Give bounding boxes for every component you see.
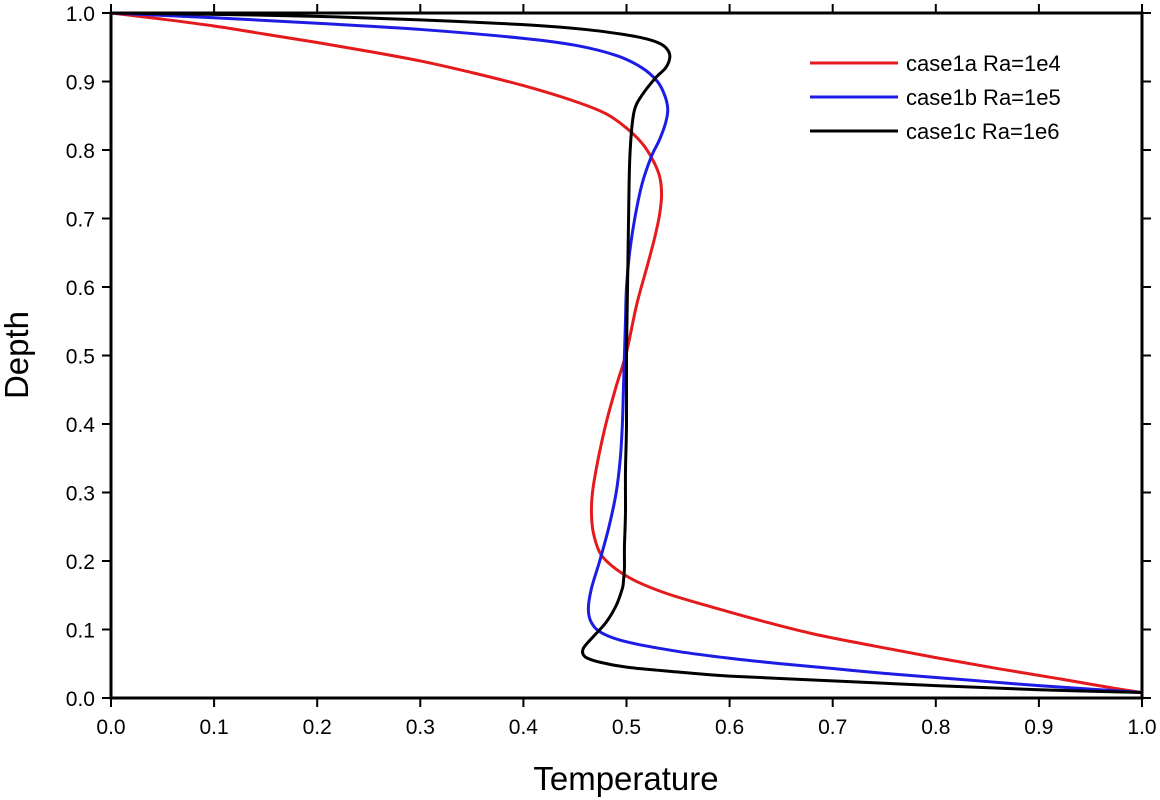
x-tick-label: 0.5 — [612, 716, 641, 739]
y-tick-label: 0.9 — [66, 72, 95, 95]
legend-label-2: case1b Ra=1e5 — [906, 85, 1061, 110]
legend-label-3: case1c Ra=1e6 — [906, 119, 1060, 144]
series-line-1 — [109, 11, 1144, 695]
y-tick-label: 0.5 — [66, 346, 95, 369]
y-axis-title: Depth — [0, 311, 35, 399]
x-tick-label: 0.3 — [406, 716, 435, 739]
x-tick-label: 0.6 — [715, 716, 744, 739]
x-tick-label: 1.0 — [1127, 716, 1156, 739]
x-tick-label: 0.2 — [303, 716, 332, 739]
y-tick-label: 0.0 — [66, 688, 95, 711]
y-tick-label: 1.0 — [66, 3, 95, 26]
y-tick-label: 0.2 — [66, 551, 95, 574]
x-axis-title: Temperature — [533, 760, 718, 797]
series-line-3 — [109, 11, 1144, 695]
x-tick-label: 0.7 — [818, 716, 847, 739]
y-tick-label: 0.8 — [66, 140, 95, 163]
x-tick-label: 0.0 — [96, 716, 125, 739]
x-tick-label: 0.9 — [1024, 716, 1053, 739]
y-tick-label: 0.3 — [66, 483, 95, 506]
series-line-2 — [109, 11, 1144, 695]
x-tick-label: 0.8 — [921, 716, 950, 739]
y-tick-label: 0.7 — [66, 209, 95, 232]
y-tick-label: 0.6 — [66, 277, 95, 300]
y-tick-label: 0.1 — [66, 620, 95, 643]
y-tick-label: 0.4 — [66, 414, 96, 437]
x-tick-label: 0.1 — [199, 716, 228, 739]
x-tick-label: 0.4 — [509, 716, 539, 739]
legend-label-1: case1a Ra=1e4 — [906, 51, 1061, 76]
